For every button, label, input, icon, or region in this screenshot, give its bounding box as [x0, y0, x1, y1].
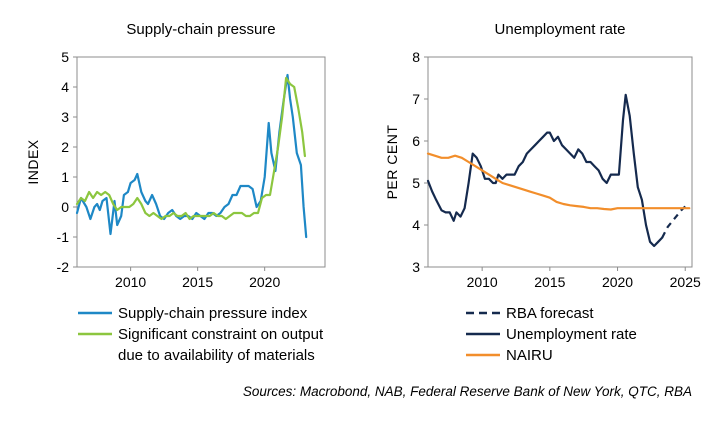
series-line-nairu — [426, 152, 691, 211]
sources-note: Sources: Macrobond, NAB, Federal Reserve… — [243, 384, 692, 399]
x-tick-label: 2025 — [670, 274, 701, 290]
y-tick-label: 3 — [412, 259, 420, 275]
x-tick-label: 2015 — [182, 274, 213, 290]
series-line-supply-chain-pressure-index — [75, 73, 308, 239]
y-tick-label: -2 — [57, 259, 70, 275]
x-tick-label: 2020 — [249, 274, 280, 290]
legend-label: due to availability of materials — [118, 347, 315, 364]
legend-label: RBA forecast — [506, 305, 594, 322]
legend-label: Supply-chain pressure index — [118, 305, 308, 322]
x-tick-label: 2010 — [467, 274, 498, 290]
plot-frame — [427, 56, 693, 268]
y-tick-label: 6 — [412, 133, 420, 149]
x-tick-label: 2015 — [534, 274, 565, 290]
x-tick-label: 2020 — [602, 274, 633, 290]
chart-title: Unemployment rate — [495, 21, 626, 38]
chart-title: Supply-chain pressure — [126, 21, 275, 38]
y-tick-label: 2 — [61, 139, 69, 155]
y-tick-label: 8 — [412, 49, 420, 65]
y-tick-label: 3 — [61, 109, 69, 125]
plot-frame — [76, 56, 326, 268]
unemployment-chart: Unemployment rate PER CENT 3 4 5 6 7 8 2010 2015 2… — [384, 21, 701, 364]
y-tick-label: 1 — [61, 169, 69, 185]
y-tick-label: -1 — [57, 229, 70, 245]
x-tick-label: 2010 — [115, 274, 146, 290]
y-axis-label: PER CENT — [384, 125, 400, 200]
legend-label: NAIRU — [506, 347, 553, 364]
series-line-unemployment-rate — [426, 93, 664, 248]
legend-label: Unemployment rate — [506, 326, 637, 343]
y-tick-label: 4 — [412, 217, 420, 233]
y-tick-label: 4 — [61, 79, 69, 95]
supply-chain-chart: Supply-chain pressure INDEX -2 -1 0 1 2 3 4 5 2010… — [25, 21, 326, 364]
y-tick-label: 0 — [61, 199, 69, 215]
series-line-significant-constraint-on-output-due-to-availability-of-materials — [75, 76, 306, 221]
y-axis-label: INDEX — [25, 139, 41, 184]
y-tick-label: 7 — [412, 91, 420, 107]
y-tick-label: 5 — [61, 49, 69, 65]
legend-label: Significant constraint on output — [118, 326, 324, 343]
y-tick-label: 5 — [412, 175, 420, 191]
